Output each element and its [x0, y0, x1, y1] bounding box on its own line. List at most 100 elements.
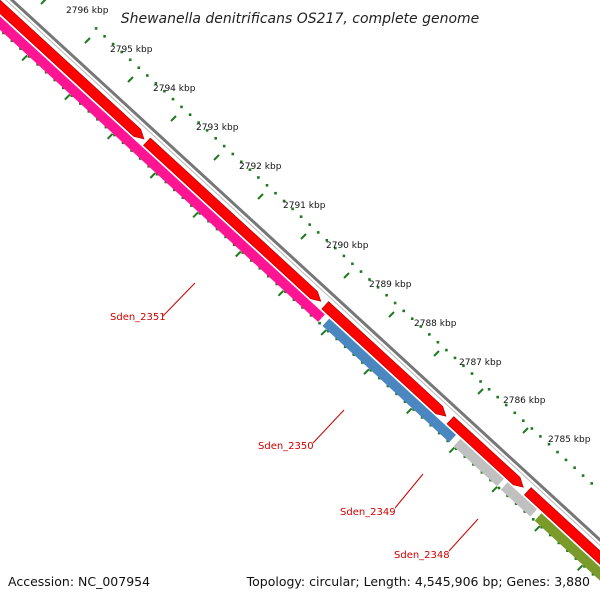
tick-label: 2791 kbp: [283, 201, 326, 211]
ruler-dot: [19, 47, 22, 50]
gene-label: Sden_2351: [110, 312, 166, 323]
ruler-dot: [393, 301, 397, 305]
ruler-tick: [106, 133, 114, 140]
ruler-dot: [2, 31, 5, 35]
ruler-dot: [137, 66, 141, 69]
ruler-tick: [522, 427, 529, 434]
reverse-gene-bar: [0, 16, 325, 322]
ruler-dot: [410, 317, 414, 320]
ruler-dot: [215, 227, 219, 231]
ruler-dot: [385, 293, 388, 297]
reverse-gene-bar: [453, 438, 504, 487]
ruler-dot: [87, 110, 91, 113]
tick-label: 2795 kbp: [110, 45, 153, 55]
gene-label: Sden_2350: [258, 441, 314, 452]
ruler-dot: [496, 395, 499, 399]
ruler-dot: [94, 27, 98, 30]
ruler-dot: [27, 55, 31, 58]
ruler-dot: [352, 353, 355, 356]
ruler-tick: [363, 368, 370, 375]
tick-label: 2792 kbp: [239, 162, 282, 172]
ruler-dot: [343, 345, 347, 349]
ruler-dot: [361, 361, 364, 364]
ruler-dot: [369, 369, 373, 372]
ruler-tick: [433, 350, 440, 357]
ruler-dot: [10, 39, 14, 43]
gene-label: Sden_2349: [340, 507, 396, 518]
ruler-dot: [523, 510, 526, 513]
ruler-dot: [103, 35, 106, 38]
ruler-dot: [113, 133, 116, 137]
ruler-dot: [291, 207, 294, 211]
ruler-tick: [149, 172, 157, 179]
ruler-dot: [547, 442, 551, 446]
ruler-dot: [120, 50, 123, 54]
tick-labels: 2796 kbp 2795 kbp 2794 kbp 2793 kbp 2792 kbp…: [66, 6, 591, 445]
ruler-dot: [437, 431, 441, 435]
ruler-dot: [557, 541, 561, 545]
ruler-dot: [180, 105, 183, 109]
ruler-dot: [470, 372, 474, 375]
ruler-dot: [513, 411, 517, 415]
ruler-dot: [146, 74, 149, 77]
ruler-dot: [155, 172, 159, 176]
ruler-tick: [127, 76, 134, 83]
tick-label: 2790 kbp: [326, 241, 369, 251]
ruler-dot: [309, 314, 313, 317]
ruler-dot: [318, 321, 321, 325]
ruler-tick: [576, 564, 584, 572]
ruler-dot: [240, 160, 243, 164]
ruler-dot: [480, 471, 484, 474]
ruler-dot: [267, 274, 270, 278]
ruler-dot: [479, 380, 482, 383]
ruler-dot: [181, 196, 185, 199]
ruler-dot: [292, 298, 296, 301]
ruler-dot: [419, 325, 423, 328]
forward-gene-arrow: [321, 301, 447, 417]
ruler-tick: [235, 250, 242, 258]
ruler-dot: [326, 329, 330, 333]
tick-label: 2793 kbp: [196, 123, 239, 133]
ruler-dot: [79, 102, 82, 105]
ruler-dot: [173, 188, 176, 192]
ruler-dot: [198, 212, 202, 215]
ruler-dot: [265, 184, 269, 187]
ruler-dot: [138, 157, 142, 160]
ruler-tick: [405, 407, 413, 415]
ruler-dot: [487, 388, 491, 391]
ruler-dot: [36, 63, 39, 66]
gene-label-leader: [312, 409, 345, 444]
ruler-tick: [192, 211, 199, 219]
ruler-dot: [376, 286, 380, 289]
topology-text: Topology: circular; Length: 4,545,906 bp…: [246, 574, 590, 589]
map-title: Shewanella denitrificans OS217, complete…: [121, 11, 480, 27]
ruler-dot: [522, 419, 525, 422]
ruler-dot: [581, 474, 585, 477]
gene-label: Sden_2348: [394, 550, 450, 561]
ruler-dot: [539, 435, 542, 438]
ruler-tick: [64, 93, 71, 101]
ruler-dot: [111, 42, 115, 46]
ruler-dot: [463, 455, 467, 458]
ruler-dot: [248, 168, 252, 171]
ruler-dot: [402, 309, 405, 313]
gene-label-leader: [448, 518, 479, 552]
ruler-dot: [428, 333, 431, 336]
ruler-dot: [504, 403, 508, 407]
forward-gene-arrow: [143, 137, 322, 302]
ruler-tick: [388, 311, 395, 318]
ruler-dot: [342, 254, 346, 258]
reverse-gene-bar: [500, 482, 537, 517]
ruler-dot: [231, 152, 235, 156]
ruler-dot: [453, 356, 457, 360]
ruler-dot: [590, 482, 593, 485]
ruler-dot: [556, 450, 559, 454]
ruler-dot: [188, 113, 192, 116]
ruler-dot: [359, 270, 363, 273]
ruler-dot: [564, 458, 568, 462]
ruler-dot: [128, 58, 132, 62]
ruler-dot: [197, 121, 200, 124]
